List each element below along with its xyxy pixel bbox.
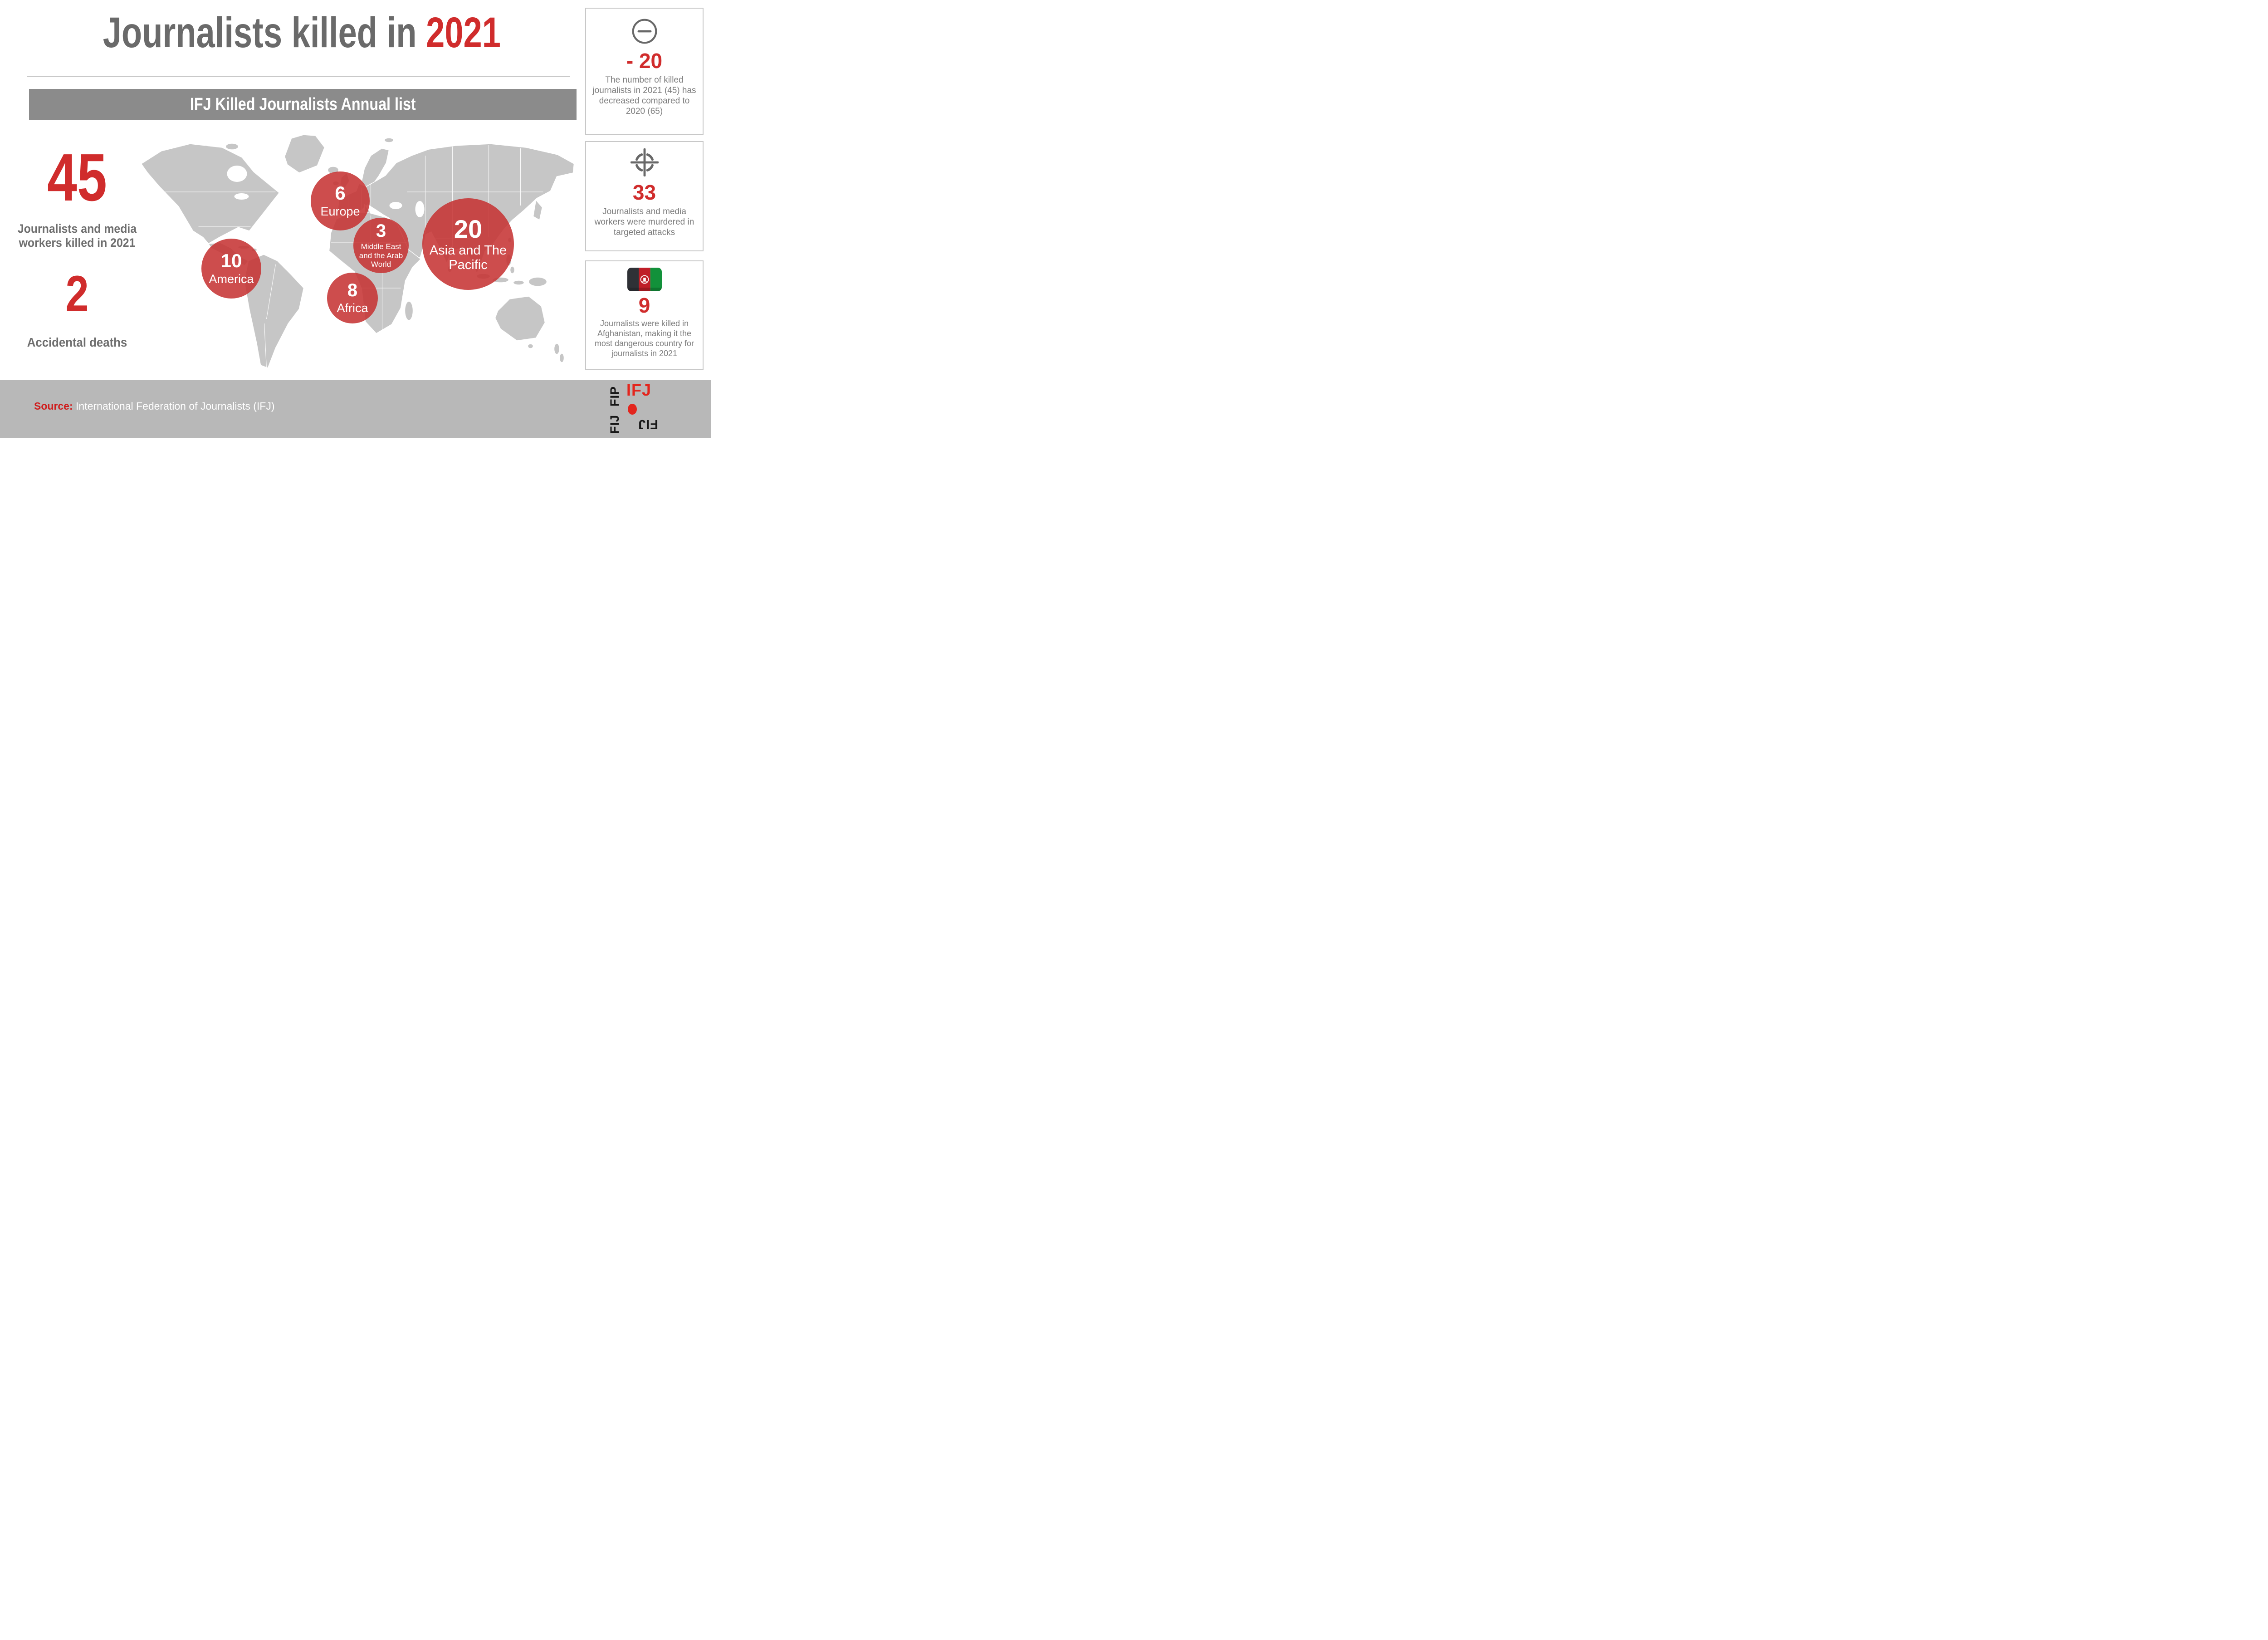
logo-text-fij-vertical: FIJ — [608, 414, 621, 434]
map-south-america — [244, 254, 304, 368]
map-madagascar — [404, 301, 414, 321]
bubble-asia-pacific: 20 Asia and The Pacific — [422, 198, 514, 290]
infographic-root: Journalists killed in 2021 IFJ Killed Jo… — [0, 0, 711, 438]
source-line: Source: International Federation of Jour… — [34, 400, 275, 412]
page-title: Journalists killed in 2021 — [0, 7, 603, 58]
bubble-middle-east-value: 3 — [376, 221, 386, 241]
map-japan — [533, 200, 543, 220]
bubble-europe-label: Europe — [320, 204, 360, 218]
minus-circle-icon — [586, 18, 703, 45]
logo-text-ifj-red: IFJ — [626, 381, 652, 399]
ifj-logo: FIP FIJ IFJ FIJ — [607, 380, 658, 434]
bubble-america-label: America — [209, 272, 254, 286]
bubble-asia-pacific-label: Asia and The Pacific — [429, 243, 507, 272]
divider-line — [27, 76, 570, 77]
bubble-asia-pacific-value: 20 — [454, 215, 483, 244]
bubble-africa: 8 Africa — [327, 273, 378, 323]
stat-total-killed-value: 45 — [47, 140, 107, 215]
map-great-lakes — [234, 193, 249, 200]
banner: IFJ Killed Journalists Annual list — [29, 89, 577, 120]
stat-accidental-value: 2 — [65, 265, 89, 322]
banner-label: IFJ Killed Journalists Annual list — [190, 95, 416, 114]
footer: Source: International Federation of Jour… — [0, 380, 711, 438]
bubble-africa-label: Africa — [337, 301, 368, 315]
bubble-europe-value: 6 — [335, 182, 346, 204]
bubble-america-value: 10 — [220, 250, 242, 271]
card-afghanistan-value: 9 — [638, 294, 650, 317]
card-targeted-attacks: 33 Journalists and media workers were mu… — [585, 141, 704, 251]
title-gray: Journalists killed in — [103, 9, 417, 57]
afghanistan-flag-icon — [586, 268, 703, 291]
map-greenland — [284, 134, 325, 173]
map-caspian-sea — [415, 201, 425, 217]
map-australia — [494, 296, 546, 341]
crosshair-icon — [586, 148, 703, 176]
card-targeted-attacks-value: 33 — [632, 181, 656, 204]
map-new-guinea — [528, 277, 547, 287]
card-decrease-value: - 20 — [626, 49, 663, 73]
map-north-america — [141, 143, 280, 244]
bubble-africa-value: 8 — [347, 280, 358, 301]
source-text: International Federation of Journalists … — [76, 400, 275, 412]
logo-text-fij-inverted: FIJ — [638, 417, 658, 431]
stat-total-killed-label: Journalists and media workers killed in … — [17, 222, 137, 250]
card-afghanistan: 9 Journalists were killed in Afghanistan… — [585, 260, 704, 370]
title-year: 2021 — [425, 9, 501, 57]
map-black-sea — [389, 202, 402, 209]
bubble-europe: 6 Europe — [311, 171, 370, 230]
card-afghanistan-text: Journalists were killed in Afghanistan, … — [594, 319, 694, 358]
card-decrease-text: The number of killed journalists in 2021… — [592, 75, 696, 116]
logo-dot — [628, 404, 637, 415]
card-decrease: - 20 The number of killed journalists in… — [585, 8, 704, 135]
card-targeted-attacks-text: Journalists and media workers were murde… — [594, 207, 694, 237]
bubble-middle-east: 3 Middle East and the Arab World — [353, 218, 409, 273]
source-label: Source: — [34, 400, 73, 412]
bubble-america: 10 America — [201, 239, 261, 299]
logo-text-fip: FIP — [608, 386, 621, 406]
map-hudson-bay — [227, 166, 247, 182]
stat-accidental-label: Accidental deaths — [27, 335, 127, 349]
bubble-middle-east-label: Middle East and the Arab World — [359, 242, 403, 269]
